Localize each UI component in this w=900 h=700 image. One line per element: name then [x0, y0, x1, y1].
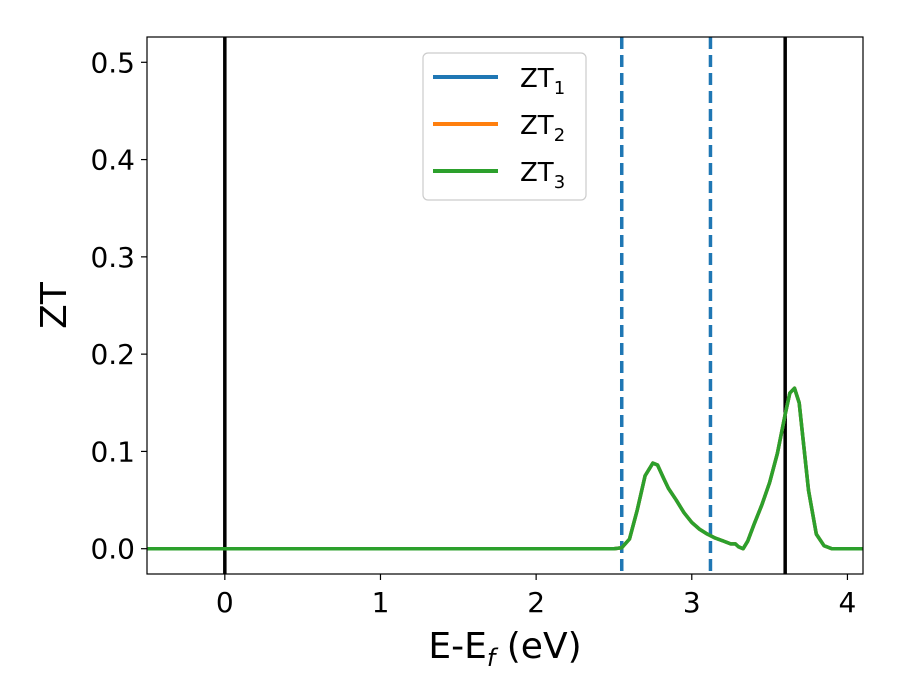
legend-label-3: ZT3 — [520, 158, 565, 193]
legend-label-main: ZT — [520, 111, 554, 141]
y-tick-label-4: 0.4 — [90, 144, 135, 177]
y-tick-label-2: 0.2 — [90, 338, 135, 371]
y-tick-label-3: 0.3 — [90, 241, 135, 274]
x-tick-label-0: 0 — [216, 586, 234, 619]
y-ticks: 0.0 0.1 0.2 0.3 0.4 0.5 — [90, 46, 147, 566]
legend-label-sub: 1 — [554, 78, 565, 99]
series-line-3 — [147, 386, 863, 551]
legend-label-main: ZT — [520, 64, 554, 94]
legend-label-sub: 2 — [554, 125, 565, 146]
axes-frame — [146, 36, 864, 575]
x-axis-title: E-Ef (eV) — [428, 626, 581, 672]
x-axis-title-main: E-E — [428, 626, 486, 667]
legend-label-main: ZT — [520, 158, 554, 188]
x-tick-label-3: 3 — [683, 586, 701, 619]
y-axis-title: ZT — [34, 281, 75, 329]
legend-label-2: ZT2 — [520, 111, 565, 146]
y-tick-label-5: 0.5 — [90, 46, 135, 79]
series-lines — [147, 386, 863, 551]
x-tick-label-4: 4 — [839, 586, 857, 619]
x-tick-label-1: 1 — [372, 586, 390, 619]
legend-box — [422, 52, 587, 201]
x-axis-title-suffix: (eV) — [495, 626, 581, 667]
reference-lines — [223, 37, 787, 574]
x-ticks: 0 1 2 3 4 — [216, 574, 856, 619]
legend-label-1: ZT1 — [520, 64, 565, 99]
y-tick-label-0: 0.0 — [90, 533, 135, 566]
legend-label-sub: 3 — [554, 172, 565, 193]
y-tick-label-1: 0.1 — [90, 435, 135, 468]
x-tick-label-2: 2 — [527, 586, 545, 619]
